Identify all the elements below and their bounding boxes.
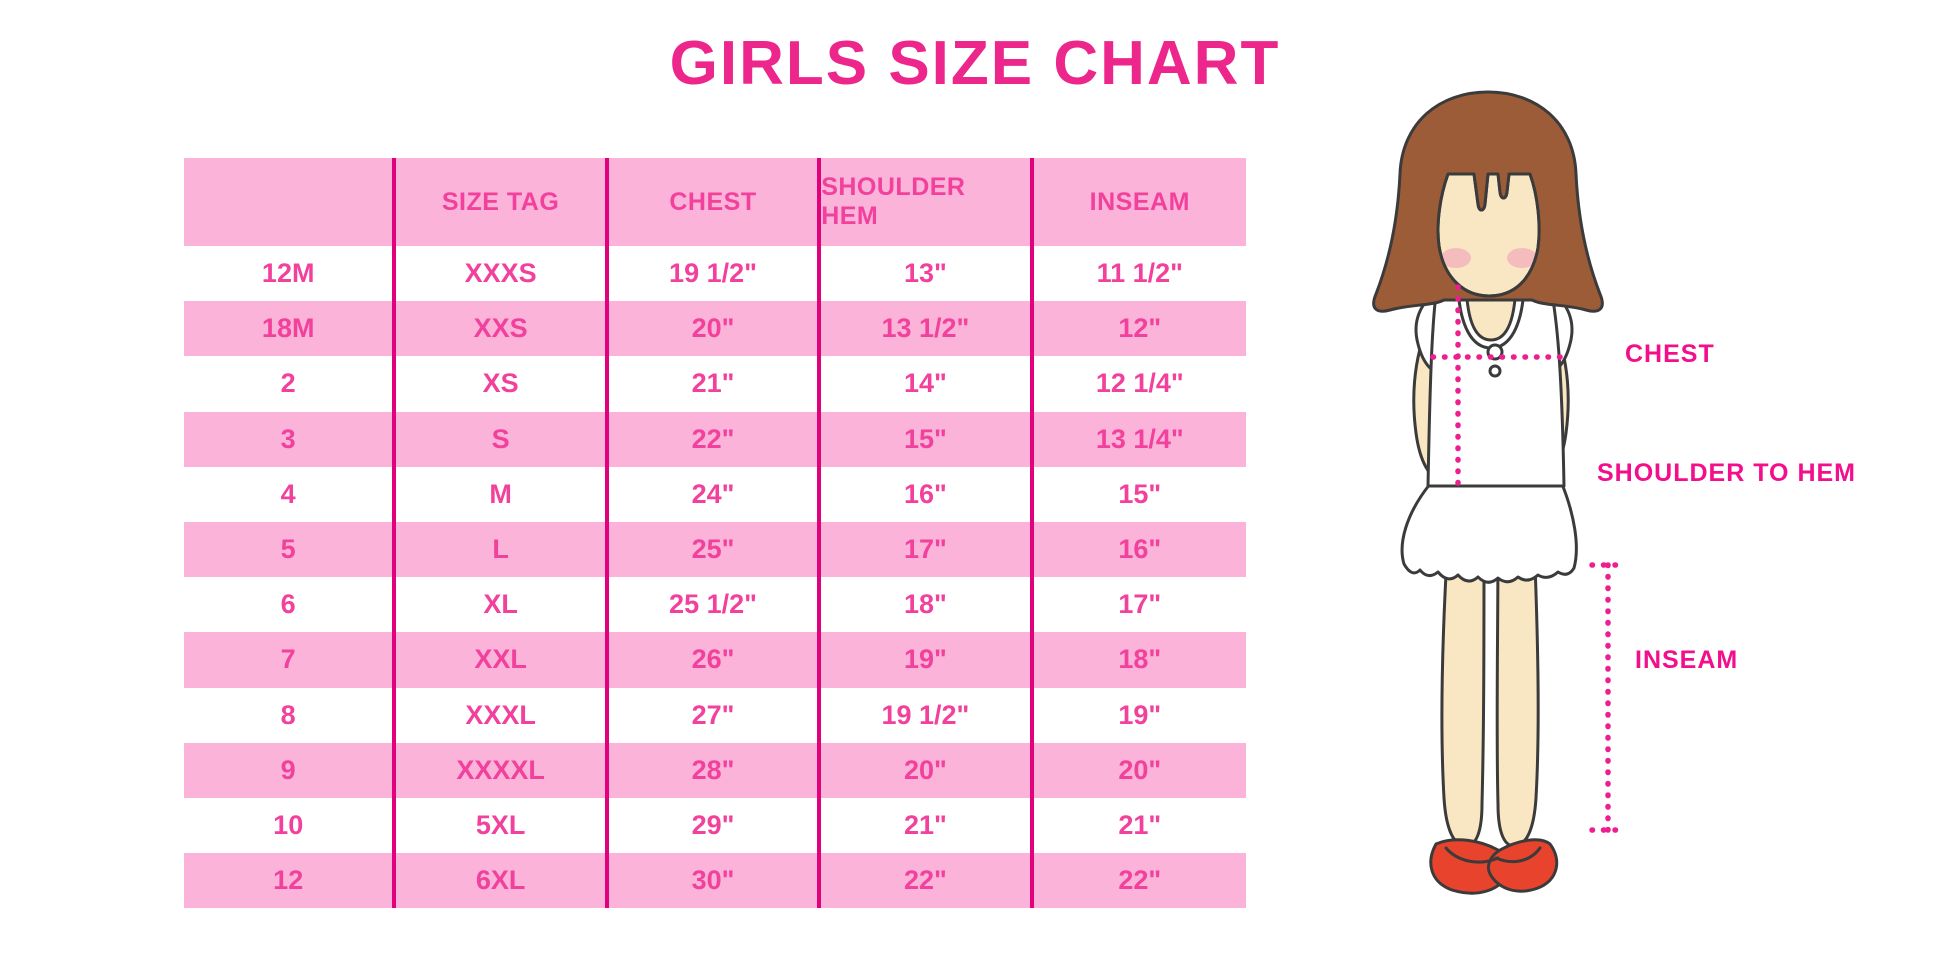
table-cell: 12" — [1033, 301, 1246, 357]
table-cell: 19" — [1033, 687, 1246, 743]
inseam-measure-label: INSEAM — [1635, 646, 1739, 674]
header-cell — [184, 158, 397, 246]
table-cell: 7 — [184, 632, 397, 688]
table-cell: XXL — [396, 632, 609, 688]
table-cell: 19 1/2" — [821, 687, 1034, 743]
table-cell: 12M — [184, 246, 397, 302]
table-cell: XXXL — [396, 687, 609, 743]
table-cell: 2 — [184, 356, 397, 412]
header-cell: CHEST — [608, 158, 822, 246]
table-cell: 18M — [184, 301, 397, 357]
left-leg — [1440, 536, 1486, 848]
table-cell: 22" — [1033, 853, 1246, 909]
table-cell: S — [396, 411, 609, 467]
right-shoe — [1486, 838, 1559, 893]
table-cell: 5XL — [396, 797, 609, 854]
table-cell: 15" — [1033, 466, 1246, 522]
table-cell: 11 1/2" — [1033, 246, 1246, 302]
hair — [1372, 90, 1604, 313]
table-cell: XXXXL — [396, 742, 609, 798]
table-cell: 21" — [1033, 797, 1246, 854]
left-blush — [1441, 248, 1471, 268]
table-cell: 19 1/2" — [608, 246, 822, 302]
girl-illustration — [1372, 90, 1627, 895]
table-cell: 12 — [184, 853, 397, 909]
table-cell: 18" — [1033, 632, 1246, 688]
table-cell: 10 — [184, 797, 397, 854]
table-cell: 22" — [821, 853, 1034, 909]
table-cell: 20" — [1033, 742, 1246, 798]
chest-measure-label: CHEST — [1625, 340, 1715, 368]
table-cell: 29" — [608, 797, 822, 854]
table-cell: 24" — [608, 466, 822, 522]
table-cell: 20" — [821, 742, 1034, 798]
table-cell: 18" — [821, 577, 1034, 633]
table-cell: 26" — [608, 632, 822, 688]
table-cell: 20" — [608, 301, 822, 357]
header-cell: SHOULDER HEM — [821, 158, 1034, 246]
header-cell: INSEAM — [1033, 158, 1246, 246]
shoulder-to-hem-measure-label: SHOULDER TO HEM — [1597, 459, 1856, 487]
table-cell: XXXS — [396, 246, 609, 302]
table-cell: 13 1/2" — [821, 301, 1034, 357]
table-cell: 16" — [821, 466, 1034, 522]
table-cell: 15" — [821, 411, 1034, 467]
table-cell: 13 1/4" — [1033, 411, 1246, 467]
right-leg — [1495, 536, 1540, 848]
table-cell: XXS — [396, 301, 609, 357]
table-cell: 9 — [184, 742, 397, 798]
size-table: SIZE TAG CHEST SHOULDER HEM INSEAM 12M XXXS 19… — [184, 158, 1246, 909]
table-cell: 19" — [821, 632, 1034, 688]
table-cell: XS — [396, 356, 609, 412]
header-cell: SIZE TAG — [396, 158, 609, 246]
skirt — [1400, 482, 1578, 584]
table-cell: 22" — [608, 411, 822, 467]
table-cell: 12 1/4" — [1033, 356, 1246, 412]
table-cell: 5 — [184, 521, 397, 578]
table-cell: 6 — [184, 577, 397, 633]
table-cell: 4 — [184, 466, 397, 522]
table-cell: 28" — [608, 742, 822, 798]
table-cell: M — [396, 466, 609, 522]
right-blush — [1507, 248, 1537, 268]
table-cell: 14" — [821, 356, 1034, 412]
table-cell: 8 — [184, 687, 397, 743]
table-cell: 6XL — [396, 853, 609, 909]
table-cell: 3 — [184, 411, 397, 467]
table-cell: 25" — [608, 521, 822, 578]
table-cell: 21" — [821, 797, 1034, 854]
table-cell: 17" — [821, 521, 1034, 578]
table-cell: 16" — [1033, 521, 1246, 578]
table-cell: 21" — [608, 356, 822, 412]
button-bottom — [1488, 364, 1502, 378]
table-cell: L — [396, 521, 609, 578]
table-cell: 30" — [608, 853, 822, 909]
table-cell: 17" — [1033, 577, 1246, 633]
table-cell: XL — [396, 577, 609, 633]
table-cell: 25 1/2" — [608, 577, 822, 633]
page-title: GIRLS SIZE CHART — [669, 29, 1281, 98]
table-cell: 27" — [608, 687, 822, 743]
table-cell: 13" — [821, 246, 1034, 302]
dress-top — [1426, 286, 1566, 488]
